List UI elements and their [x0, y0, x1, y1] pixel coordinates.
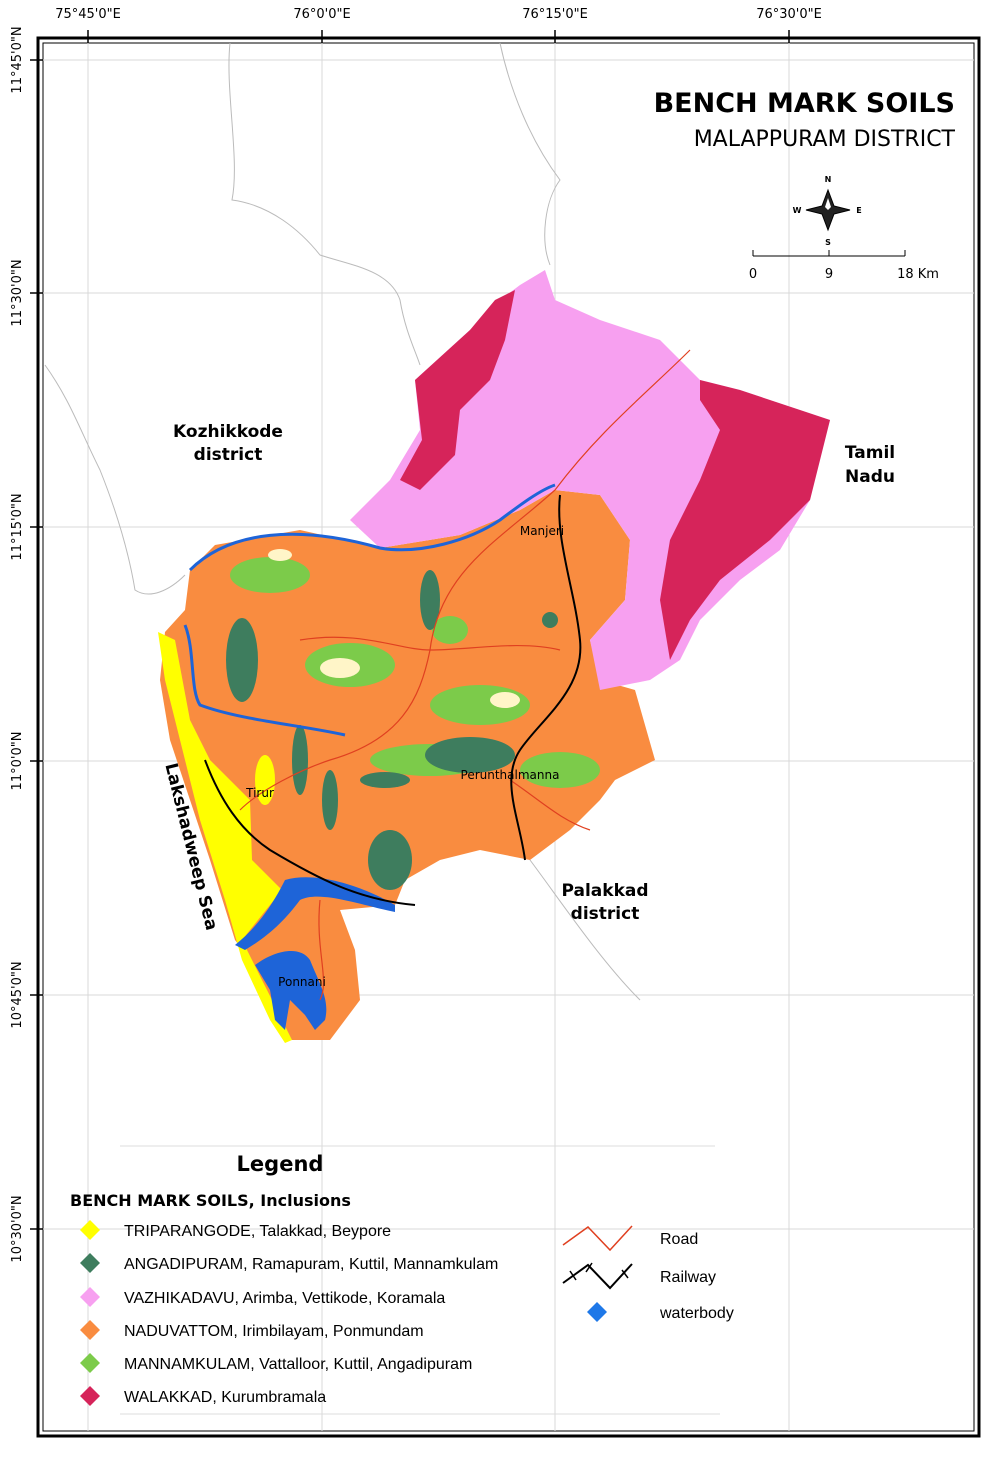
- patch: [320, 658, 360, 678]
- legend-features: Road Railway waterbody: [562, 1225, 734, 1322]
- latitude-label: 11°15'0"N: [10, 493, 25, 560]
- river: [183, 624, 346, 737]
- region-label: district: [571, 904, 640, 924]
- legend-soils: TRIPARANGODE, Talakkad, Beypore ANGADIPU…: [80, 1220, 498, 1406]
- latitude-label: 11°30'0"N: [10, 259, 25, 326]
- legend-swatch: [587, 1302, 607, 1322]
- patch: [490, 692, 520, 708]
- legend-label: ANGADIPURAM, Ramapuram, Kuttil, Mannamku…: [124, 1256, 498, 1273]
- legend-road: [562, 1225, 633, 1252]
- patch: [542, 612, 558, 628]
- tick: [585, 1262, 593, 1273]
- region-label: Palakkad: [561, 881, 648, 901]
- roads: [239, 349, 691, 1001]
- map-title: BENCH MARK SOILS: [654, 88, 955, 119]
- town-label: Manjeri: [520, 524, 564, 538]
- latitude-label: 11°45'0"N: [10, 26, 25, 93]
- longitude-label: 76°0'0"E: [293, 7, 350, 22]
- boundary: [499, 42, 561, 266]
- compass-letter: S: [825, 238, 831, 247]
- boundary: [44, 364, 186, 595]
- scale-label: 9: [825, 267, 833, 282]
- longitude-label: 75°45'0"E: [55, 7, 121, 22]
- legend-swatch: [80, 1253, 100, 1273]
- frame-ticks: [30, 30, 790, 1230]
- town-label: Ponnani: [278, 975, 326, 989]
- region-label: district: [194, 445, 263, 465]
- patch: [292, 725, 308, 795]
- waterbody: [255, 950, 327, 1030]
- waterbody: [235, 877, 395, 950]
- legend-label: NADUVATTOM, Irimbilayam, Ponmundam: [124, 1323, 424, 1340]
- legend-subtitle: BENCH MARK SOILS, Inclusions: [70, 1191, 351, 1210]
- legend-label: Road: [660, 1231, 698, 1248]
- soil-angadipuram: [226, 570, 558, 890]
- rivers: [183, 483, 556, 737]
- legend-label: MANNAMKULAM, Vattalloor, Kuttil, Angadip…: [124, 1356, 472, 1373]
- compass-letter: E: [856, 206, 861, 215]
- soil-minor: [268, 549, 520, 708]
- legend-railway-ticks: [569, 1262, 629, 1281]
- road: [299, 636, 561, 651]
- patch: [432, 616, 468, 644]
- boundary: [228, 42, 421, 366]
- tick: [621, 1269, 629, 1279]
- road: [239, 489, 556, 811]
- legend-title: Legend: [237, 1152, 324, 1176]
- railway: [204, 494, 582, 906]
- patch: [322, 770, 338, 830]
- legend-label: TRIPARANGODE, Talakkad, Beypore: [124, 1223, 391, 1240]
- soil-triparangode: [158, 632, 292, 1043]
- legend-swatch: [80, 1220, 100, 1240]
- scale-label: 18 Km: [897, 267, 939, 282]
- boundary: [529, 859, 641, 1001]
- patch: [268, 549, 292, 561]
- patch: [420, 570, 440, 630]
- inner-frame: [42, 42, 975, 1432]
- legend-label: VAZHIKADAVU, Arimba, Vettikode, Koramala: [124, 1290, 445, 1307]
- patch: [255, 755, 275, 805]
- soil-walakkad: [400, 290, 515, 490]
- patch: [368, 830, 412, 890]
- legend-swatch: [80, 1353, 100, 1373]
- soil-walakkad: [660, 380, 830, 660]
- legend-swatch: [80, 1320, 100, 1340]
- region-label: Kozhikkode: [173, 422, 283, 442]
- legend-label: Railway: [660, 1269, 716, 1286]
- region-label: Nadu: [845, 467, 895, 487]
- latitude-label: 10°45'0"N: [10, 961, 25, 1028]
- longitude-label: 76°30'0"E: [756, 7, 822, 22]
- scale-bar: [752, 250, 906, 257]
- town-label: Perunthalmanna: [461, 768, 560, 782]
- road: [554, 349, 691, 491]
- road: [318, 899, 325, 1001]
- latitude-label: 10°30'0"N: [10, 1195, 25, 1262]
- river: [188, 483, 556, 572]
- legend-swatch: [80, 1287, 100, 1307]
- district-boundaries: [44, 42, 641, 1001]
- patch: [230, 557, 310, 593]
- patch: [520, 752, 600, 788]
- legend-label: WALAKKAD, Kurumbramala: [124, 1389, 326, 1406]
- scale-label: 0: [749, 267, 757, 282]
- compass-letter: N: [825, 175, 832, 184]
- town-label: Tirur: [245, 786, 274, 800]
- region-label: Tamil: [845, 443, 895, 463]
- tick: [569, 1270, 577, 1281]
- legend-railway: [562, 1263, 633, 1290]
- map-subtitle: MALAPPURAM DISTRICT: [694, 127, 956, 152]
- compass-letter: W: [793, 206, 802, 215]
- legend-label: waterbody: [659, 1305, 734, 1322]
- patch: [360, 772, 410, 788]
- compass-rose: [825, 198, 831, 210]
- road: [509, 779, 591, 831]
- latitude-label: 11°0'0"N: [10, 732, 25, 791]
- patch: [226, 618, 258, 702]
- legend-swatch: [80, 1386, 100, 1406]
- compass: N S E W: [793, 175, 862, 247]
- longitude-label: 76°15'0"E: [522, 7, 588, 22]
- patch: [425, 737, 515, 773]
